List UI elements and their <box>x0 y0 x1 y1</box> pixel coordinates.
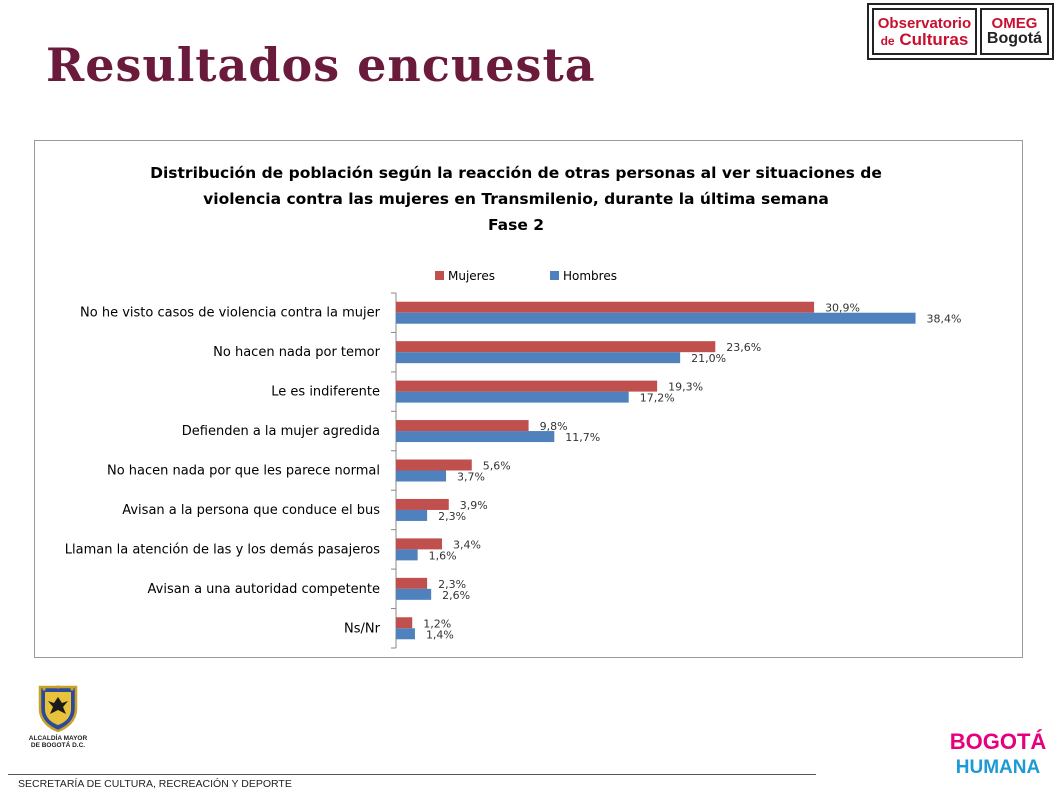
alcaldia-line2: DE BOGOTÁ D.C. <box>30 742 86 750</box>
data-label: 2,3% <box>438 510 466 523</box>
bar-hombres <box>396 509 428 521</box>
slide-title: Resultados encuesta <box>46 38 596 92</box>
data-label: 19,3% <box>668 381 703 394</box>
data-label: 30,9% <box>825 302 860 315</box>
bar-mujeres <box>396 420 529 432</box>
bogota-humana-logo: BOGOTÁ HUMANA <box>950 729 1047 778</box>
bar-chart: Distribución de población según la reacc… <box>65 164 962 649</box>
bogota-humana-line2: HUMANA <box>956 757 1041 778</box>
category-label: No hacen nada por temor <box>213 345 380 360</box>
bar-hombres <box>396 312 916 324</box>
data-label: 38,4% <box>927 313 962 326</box>
bogota-humana-line1: BOGOTÁ <box>950 729 1047 754</box>
data-label: 5,6% <box>483 460 511 473</box>
logo-culturas: Culturas <box>899 29 969 49</box>
bar-hombres <box>396 431 555 443</box>
chart-frame: Distribución de población según la reacc… <box>34 140 1023 658</box>
footer-divider <box>8 774 816 775</box>
category-label: Le es indiferente <box>271 385 380 400</box>
bar-mujeres <box>396 617 413 629</box>
category-label: Defienden a la mujer agredida <box>182 424 380 439</box>
data-label: 2,3% <box>438 578 466 591</box>
data-label: 2,6% <box>442 589 470 602</box>
chart-title-line: violencia contra las mujeres en Transmil… <box>203 190 829 208</box>
alcaldia-text: ALCALDÍA MAYOR DE BOGOTÁ D.C. <box>29 735 87 750</box>
bar-hombres <box>396 470 447 482</box>
data-label: 11,7% <box>565 431 600 444</box>
observatorio-culturas-logo: Observatorio de Culturas OMEG Bogotá <box>867 3 1054 60</box>
chart-title-line: Distribución de población según la reacc… <box>150 164 882 182</box>
bar-mujeres <box>396 341 716 353</box>
category-label: No hacen nada por que les parece normal <box>107 464 380 479</box>
data-label: 1,2% <box>423 617 451 630</box>
legend-swatch <box>550 271 559 280</box>
bar-mujeres <box>396 577 428 589</box>
omeg-logo-right: OMEG Bogotá <box>979 8 1049 55</box>
coat-of-arms-icon <box>38 685 78 733</box>
logo-line-observatorio: Observatorio <box>877 14 972 32</box>
data-label: 1,4% <box>426 628 454 641</box>
data-label: 17,2% <box>640 392 675 405</box>
alcaldia-logo: ALCALDÍA MAYOR DE BOGOTÁ D.C. <box>18 683 98 763</box>
category-label: Avisan a la persona que conduce el bus <box>122 503 380 518</box>
category-label: No he visto casos de violencia contra la… <box>80 306 381 321</box>
data-label: 1,6% <box>429 549 457 562</box>
footer-text: SECRETARÍA DE CULTURA, RECREACIÓN Y DEPO… <box>18 778 292 790</box>
category-label: Avisan a una autoridad competente <box>148 582 380 597</box>
bar-mujeres <box>396 538 443 550</box>
legend-swatch <box>435 271 444 280</box>
observatorio-logo-left: Observatorio de Culturas <box>872 8 977 55</box>
bar-hombres <box>396 588 432 600</box>
alcaldia-line1: ALCALDÍA MAYOR <box>28 735 88 742</box>
data-label: 9,8% <box>540 420 568 433</box>
legend-label: Hombres <box>563 269 617 283</box>
bar-hombres <box>396 352 681 364</box>
bar-hombres <box>396 628 415 640</box>
data-label: 21,0% <box>691 352 726 365</box>
bar-mujeres <box>396 459 472 471</box>
logo-bogota-text: Bogotá <box>986 30 1042 47</box>
legend-label: Mujeres <box>448 269 495 283</box>
logo-line-culturas: de Culturas <box>881 31 969 48</box>
bar-hombres <box>396 391 629 403</box>
chart-title-line: Fase 2 <box>488 216 544 234</box>
data-label: 23,6% <box>726 341 761 354</box>
bar-mujeres <box>396 380 658 392</box>
category-label: Llaman la atención de las y los demás pa… <box>65 542 380 557</box>
data-label: 3,9% <box>460 499 488 512</box>
data-label: 3,7% <box>457 471 485 484</box>
data-label: 3,4% <box>453 538 481 551</box>
logo-de: de <box>880 33 895 48</box>
category-label: Ns/Nr <box>344 621 381 636</box>
bar-mujeres <box>396 498 449 510</box>
logo-omeg-text: OMEG <box>991 15 1038 32</box>
bar-hombres <box>396 549 418 561</box>
bar-mujeres <box>396 301 815 313</box>
